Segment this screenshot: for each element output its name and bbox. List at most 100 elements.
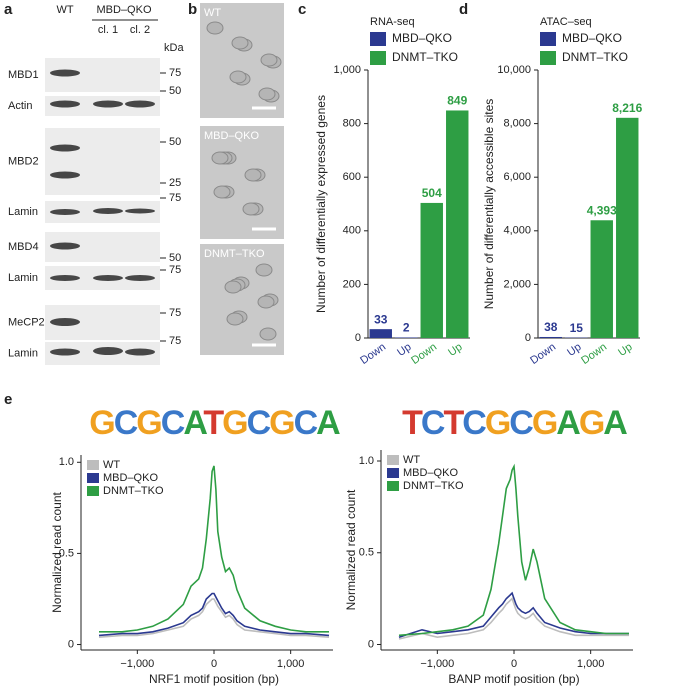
band bbox=[50, 144, 80, 152]
legend-swatch bbox=[387, 468, 399, 478]
legend-swatch bbox=[370, 32, 386, 46]
row-label: MBD1 bbox=[8, 69, 39, 81]
legend-swatch bbox=[387, 455, 399, 465]
x-tick-label: 0 bbox=[211, 658, 217, 670]
lane-label: WT bbox=[56, 4, 73, 16]
line bbox=[398, 597, 629, 640]
legend-swatch bbox=[87, 473, 99, 483]
band bbox=[50, 275, 80, 281]
y-tick-label: 10,000 bbox=[497, 64, 531, 76]
legend-label: WT bbox=[403, 454, 420, 466]
band bbox=[125, 100, 155, 108]
x-tick-label: 1,000 bbox=[577, 658, 605, 670]
micrograph bbox=[200, 126, 284, 239]
y-axis-label: Normalized read count bbox=[50, 491, 64, 612]
row-label: Lamin bbox=[8, 272, 38, 284]
cell bbox=[226, 312, 244, 326]
unit-label: kDa bbox=[164, 42, 184, 54]
row-label: Lamin bbox=[8, 206, 38, 218]
cell bbox=[244, 168, 262, 182]
bar bbox=[539, 336, 562, 338]
x-tick-label: Up bbox=[446, 341, 464, 359]
band bbox=[125, 348, 155, 356]
motif-logo: TCTCGCGAGA bbox=[402, 404, 627, 442]
cell bbox=[211, 151, 229, 165]
chart-title: RNA-seq bbox=[370, 16, 415, 28]
legend-label: MBD–QKO bbox=[562, 31, 622, 45]
y-tick-label: 6,000 bbox=[503, 171, 531, 183]
line bbox=[398, 591, 629, 638]
legend-label: MBD–QKO bbox=[392, 31, 452, 45]
line bbox=[99, 465, 329, 633]
band bbox=[50, 69, 80, 77]
x-tick-label: 0 bbox=[511, 658, 517, 670]
band bbox=[50, 209, 80, 215]
y-tick-label: 0 bbox=[355, 332, 361, 344]
marker-label: 75 bbox=[169, 192, 181, 204]
x-tick-label: Down bbox=[409, 341, 439, 367]
cell bbox=[213, 185, 231, 199]
panel-label: e bbox=[4, 391, 12, 408]
data-label: 33 bbox=[374, 312, 388, 326]
cell bbox=[258, 87, 276, 101]
y-tick-label: 4,000 bbox=[503, 225, 531, 237]
x-tick-label: −1,000 bbox=[120, 658, 154, 670]
x-axis-label: NRF1 motif position (bp) bbox=[149, 672, 279, 686]
panel-label: b bbox=[188, 1, 197, 18]
y-tick-label: 1.0 bbox=[359, 455, 374, 467]
bar bbox=[369, 329, 392, 338]
y-tick-label: 2,000 bbox=[503, 278, 531, 290]
band bbox=[50, 242, 80, 250]
data-label: 2 bbox=[403, 321, 410, 335]
band bbox=[50, 100, 80, 108]
y-tick-label: 0.5 bbox=[59, 547, 74, 559]
panel-label: a bbox=[4, 1, 13, 18]
legend-label: DNMT–TKO bbox=[562, 50, 628, 64]
data-label: 504 bbox=[422, 186, 442, 200]
y-tick-label: 200 bbox=[343, 278, 361, 290]
cell bbox=[260, 53, 278, 67]
bar bbox=[616, 117, 639, 338]
marker-label: 75 bbox=[169, 307, 181, 319]
y-tick-label: 1.0 bbox=[59, 456, 74, 468]
marker-label: 75 bbox=[169, 67, 181, 79]
y-axis-label: Number of differentially expressed genes bbox=[314, 95, 328, 313]
legend-label: DNMT–TKO bbox=[403, 480, 464, 492]
y-tick-label: 1,000 bbox=[333, 64, 361, 76]
y-tick-label: 8,000 bbox=[503, 118, 531, 130]
x-tick-label: 1,000 bbox=[277, 658, 305, 670]
bar bbox=[590, 220, 613, 338]
data-label: 15 bbox=[570, 321, 584, 335]
chart-title: ATAC–seq bbox=[540, 16, 592, 28]
bar bbox=[395, 337, 418, 338]
image-label: WT bbox=[204, 7, 221, 19]
image-label: MBD–QKO bbox=[204, 130, 259, 142]
bar bbox=[420, 202, 443, 338]
cell bbox=[224, 280, 242, 294]
marker-label: 50 bbox=[169, 252, 181, 264]
legend-label: MBD–QKO bbox=[403, 467, 458, 479]
x-tick-label: Down bbox=[528, 341, 558, 367]
legend-swatch bbox=[540, 32, 556, 46]
legend-swatch bbox=[370, 51, 386, 65]
marker-label: 50 bbox=[169, 85, 181, 97]
x-tick-label: Down bbox=[579, 341, 609, 367]
legend-swatch bbox=[87, 486, 99, 496]
band bbox=[93, 100, 123, 108]
row-label: MeCP2 bbox=[8, 316, 45, 328]
legend-label: DNMT–TKO bbox=[103, 485, 164, 497]
y-axis-label: Number of differentially accessible site… bbox=[482, 99, 496, 310]
cell bbox=[255, 263, 273, 277]
panel-label: c bbox=[298, 1, 306, 18]
legend-label: WT bbox=[103, 459, 120, 471]
y-tick-label: 800 bbox=[343, 118, 361, 130]
blot bbox=[45, 128, 160, 195]
marker-label: 50 bbox=[169, 136, 181, 148]
cell bbox=[206, 21, 224, 35]
group-label: MBD–QKO bbox=[96, 4, 151, 16]
panel-label: d bbox=[459, 1, 468, 18]
marker-label: 75 bbox=[169, 264, 181, 276]
x-tick-label: −1,000 bbox=[420, 658, 454, 670]
x-tick-label: Down bbox=[358, 341, 388, 367]
